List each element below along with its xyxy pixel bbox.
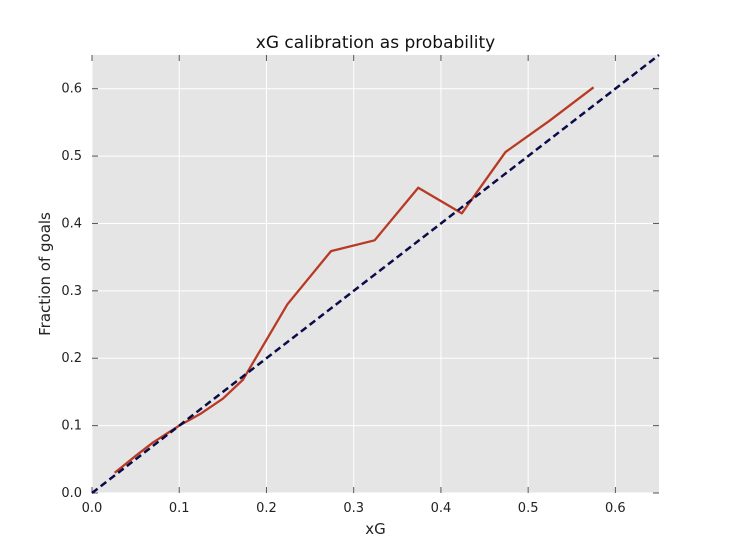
y-tick-label: 0.4 bbox=[61, 216, 82, 231]
series-lines bbox=[91, 54, 660, 494]
y-tick-label: 0.6 bbox=[61, 82, 82, 97]
y-tick-label: 0.5 bbox=[61, 149, 82, 164]
chart-title: xG calibration as probability bbox=[256, 33, 495, 53]
x-tick-label: 0.1 bbox=[169, 501, 190, 516]
x-tick-label: 0.0 bbox=[82, 501, 103, 516]
tick-marks bbox=[91, 55, 659, 494]
y-tick-label: 0.1 bbox=[61, 419, 82, 434]
grid bbox=[91, 55, 659, 494]
x-axis-label: xG bbox=[365, 520, 386, 538]
x-tick-label: 0.4 bbox=[431, 501, 452, 516]
x-tick-label: 0.2 bbox=[256, 501, 277, 516]
perfect-calibration-line bbox=[91, 54, 660, 494]
x-tick-label: 0.6 bbox=[605, 501, 626, 516]
x-tick-label: 0.5 bbox=[518, 501, 539, 516]
y-tick-label: 0.0 bbox=[61, 486, 82, 501]
y-tick-label: 0.2 bbox=[61, 351, 82, 366]
x-tick-label: 0.3 bbox=[343, 501, 364, 516]
calibration-line bbox=[113, 86, 595, 474]
y-axis-label: Fraction of goals bbox=[36, 212, 54, 336]
y-tick-label: 0.3 bbox=[61, 284, 82, 299]
tick-labels: 0.0 0.1 0.2 0.3 0.4 0.5 0.6 0.0 0.1 0.2 0.3 0.4 0.5 0… bbox=[61, 82, 625, 516]
